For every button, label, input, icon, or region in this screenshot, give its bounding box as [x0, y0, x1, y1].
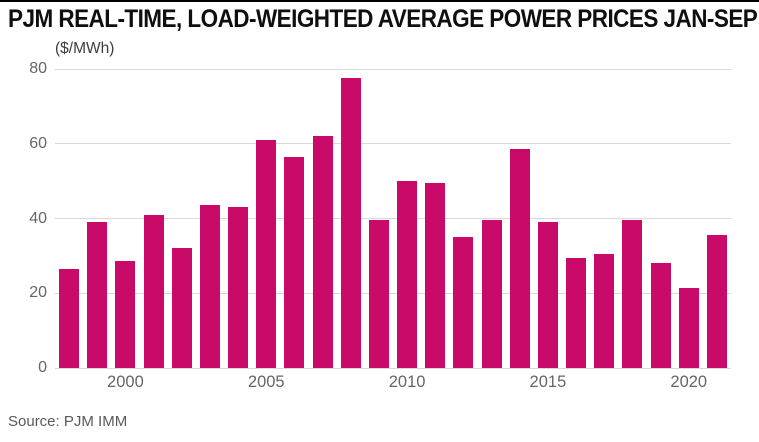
source-note: Source: PJM IMM [8, 413, 128, 430]
bar-2008 [340, 78, 361, 368]
bar-2013 [481, 220, 502, 368]
gridline-20 [55, 292, 731, 294]
bar-2015 [537, 222, 558, 368]
bar-2001 [143, 214, 164, 368]
chart-title: PJM REAL-TIME, LOAD-WEIGHTED AVERAGE POW… [8, 5, 758, 33]
bar-2020 [678, 287, 699, 368]
x-tick-label-2020: 2020 [670, 373, 708, 391]
gridline-60 [55, 143, 731, 145]
bar-2014 [509, 149, 530, 368]
bar-2011 [425, 183, 446, 368]
bar-2004 [228, 207, 249, 368]
bar-2006 [284, 156, 305, 368]
bar-2002 [171, 248, 192, 368]
bar-2010 [397, 181, 418, 368]
x-tick-label-2005: 2005 [247, 373, 285, 391]
x-tick-label-2015: 2015 [529, 373, 567, 391]
gridline-80 [55, 68, 731, 70]
bar-2018 [622, 220, 643, 368]
bar-2007 [312, 136, 333, 368]
bar-2003 [199, 205, 220, 368]
bar-1999 [87, 222, 108, 368]
bar-2005 [256, 140, 277, 368]
x-tick-label-2010: 2010 [388, 373, 426, 391]
y-tick-label-40: 40 [29, 209, 47, 227]
y-tick-label-80: 80 [29, 60, 47, 77]
bar-2000 [115, 261, 136, 368]
bar-2009 [368, 220, 389, 368]
top-rule [0, 0, 759, 2]
gridline-40 [55, 218, 731, 219]
bar-2012 [453, 237, 474, 368]
bar-1998 [59, 268, 80, 368]
bar-2016 [566, 257, 587, 368]
x-tick-label-2000: 2000 [107, 373, 144, 391]
bar-2021 [706, 235, 727, 368]
bar-2017 [594, 254, 615, 368]
chart-units-label: ($/MWh) [55, 40, 115, 57]
y-tick-label-60: 60 [29, 134, 47, 152]
plot-area [55, 68, 731, 369]
gridline-0 [55, 367, 731, 369]
y-tick-label-20: 20 [29, 284, 47, 302]
bar-2019 [650, 263, 671, 368]
y-tick-label-0: 0 [38, 359, 47, 376]
